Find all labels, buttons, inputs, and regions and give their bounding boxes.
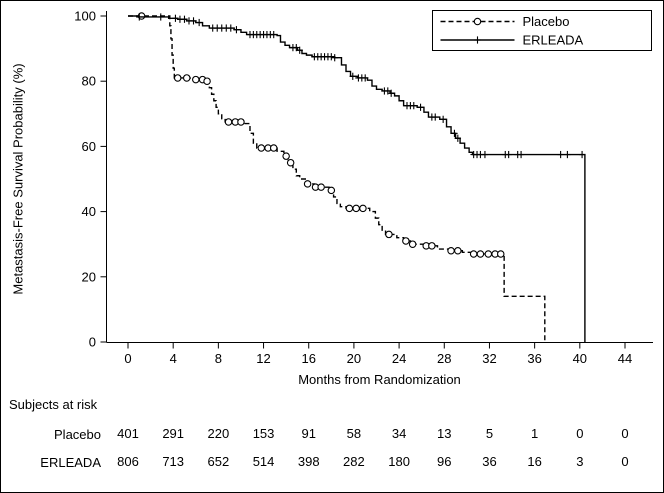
x-axis-tick-label: 0 bbox=[124, 351, 131, 366]
risk-count-placebo: 58 bbox=[347, 426, 361, 441]
censor-mark-circle bbox=[345, 204, 354, 213]
censor-mark-circle bbox=[317, 183, 325, 191]
x-axis-title: Months from Randomization bbox=[298, 372, 461, 387]
censor-mark-circle bbox=[385, 230, 393, 239]
survival-curve-erleada bbox=[128, 15, 586, 342]
censor-mark-circle bbox=[282, 152, 290, 160]
legend-label-placebo: Placebo bbox=[523, 14, 570, 29]
risk-count-placebo: 5 bbox=[486, 426, 493, 441]
x-axis-tick-label: 8 bbox=[215, 351, 222, 366]
risk-count-placebo: 153 bbox=[253, 426, 275, 441]
censor-mark-circle bbox=[428, 242, 436, 250]
censor-mark-circle bbox=[469, 250, 478, 258]
survival-curve-placebo bbox=[128, 15, 546, 342]
x-axis-tick-label: 16 bbox=[301, 351, 315, 366]
censor-mark-circle bbox=[402, 237, 410, 245]
y-axis-tick-label: 100 bbox=[74, 9, 96, 24]
x-axis-tick-label: 12 bbox=[256, 351, 270, 366]
censor-mark-circle bbox=[447, 246, 455, 255]
risk-count-placebo: 291 bbox=[162, 426, 184, 441]
risk-count-erleada: 652 bbox=[208, 454, 230, 469]
x-axis-tick-label: 20 bbox=[347, 351, 361, 366]
y-axis-tick-label: 20 bbox=[82, 269, 96, 284]
x-axis-tick-label: 28 bbox=[437, 351, 451, 366]
y-axis-tick-label: 0 bbox=[89, 335, 96, 350]
y-axis-title: Metastasis-Free Survival Probability (%) bbox=[10, 63, 26, 295]
y-axis-tick-label: 40 bbox=[82, 204, 96, 219]
y-axis-tick-label: 80 bbox=[82, 74, 96, 89]
risk-count-erleada: 0 bbox=[621, 454, 628, 469]
risk-count-placebo: 34 bbox=[392, 426, 406, 441]
risk-count-placebo: 220 bbox=[208, 426, 230, 441]
censor-mark-circle bbox=[476, 250, 485, 258]
censor-mark-circle bbox=[286, 158, 295, 167]
x-axis-tick-label: 36 bbox=[527, 351, 541, 366]
risk-row-label-placebo: Placebo bbox=[54, 427, 101, 442]
risk-table-title: Subjects at risk bbox=[9, 397, 98, 412]
censor-mark-circle bbox=[173, 74, 182, 82]
risk-count-erleada: 3 bbox=[576, 454, 583, 469]
censor-mark-circle bbox=[359, 204, 367, 213]
censor-mark-circle bbox=[269, 144, 278, 152]
x-axis-tick-label: 40 bbox=[573, 351, 587, 366]
censor-mark-circle bbox=[484, 250, 493, 258]
risk-count-erleada: 398 bbox=[298, 454, 320, 469]
risk-count-placebo: 91 bbox=[301, 426, 315, 441]
risk-count-erleada: 180 bbox=[388, 454, 410, 469]
censor-mark-circle bbox=[352, 204, 360, 213]
risk-count-placebo: 13 bbox=[437, 426, 451, 441]
censor-mark-circle bbox=[192, 75, 200, 84]
risk-count-erleada: 96 bbox=[437, 454, 451, 469]
risk-count-erleada: 282 bbox=[343, 454, 365, 469]
censor-mark-circle bbox=[237, 118, 245, 126]
x-axis-tick-label: 4 bbox=[170, 351, 177, 366]
legend-box bbox=[432, 10, 652, 51]
risk-count-erleada: 514 bbox=[253, 454, 275, 469]
x-axis-tick-label: 44 bbox=[618, 351, 632, 366]
x-axis-tick-label: 32 bbox=[482, 351, 496, 366]
risk-count-erleada: 36 bbox=[482, 454, 496, 469]
risk-count-placebo: 0 bbox=[621, 426, 628, 441]
censor-mark-circle bbox=[257, 144, 266, 152]
censor-mark-circle bbox=[454, 246, 462, 255]
legend-marker-circle bbox=[473, 17, 482, 26]
risk-count-placebo: 1 bbox=[531, 426, 538, 441]
censor-mark-circle bbox=[327, 186, 336, 195]
x-axis-tick-label: 24 bbox=[392, 351, 406, 366]
risk-count-placebo: 0 bbox=[576, 426, 583, 441]
risk-row-label-erleada: ERLEADA bbox=[40, 455, 101, 470]
risk-count-erleada: 713 bbox=[162, 454, 184, 469]
censor-mark-circle bbox=[496, 250, 505, 258]
censor-mark-circle bbox=[182, 74, 191, 82]
y-axis-tick-label: 60 bbox=[82, 139, 96, 154]
censor-mark-circle bbox=[303, 180, 312, 188]
censor-mark-circle bbox=[203, 77, 211, 85]
censor-mark-circle bbox=[408, 240, 417, 248]
legend-label-erleada: ERLEADA bbox=[523, 33, 584, 48]
risk-count-erleada: 806 bbox=[117, 454, 139, 469]
risk-count-placebo: 401 bbox=[117, 426, 139, 441]
censor-mark-circle bbox=[224, 118, 233, 126]
risk-count-erleada: 16 bbox=[527, 454, 541, 469]
